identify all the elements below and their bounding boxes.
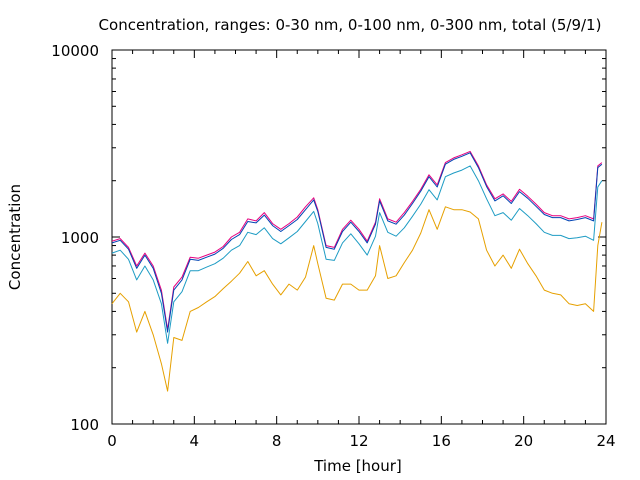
- y-tick-label: 1000: [61, 229, 99, 247]
- x-tick-label: 24: [596, 432, 615, 450]
- series-lines: [111, 150, 603, 392]
- x-tick-label: 8: [272, 432, 282, 450]
- series-line-3: [111, 165, 603, 344]
- x-tick-label: 0: [107, 432, 117, 450]
- y-tick-label: 10000: [51, 42, 99, 60]
- x-axis-label: Time [hour]: [313, 457, 402, 475]
- y-axis-label: Concentration: [6, 184, 24, 290]
- axis-tick-labels: 0 4 8 12 16 20 24 100 1000 10000: [51, 42, 615, 450]
- series-line-2: [111, 152, 603, 333]
- chart-title: Concentration, ranges: 0-30 nm, 0-100 nm…: [99, 16, 602, 34]
- x-tick-label: 20: [514, 432, 533, 450]
- x-tick-label: 4: [190, 432, 200, 450]
- x-tick-label: 12: [349, 432, 368, 450]
- plot-frame: [111, 49, 607, 425]
- series-line-4: [111, 206, 603, 392]
- axis-ticks: [111, 49, 607, 425]
- series-line-1: [111, 150, 603, 330]
- x-tick-label: 16: [432, 432, 451, 450]
- y-tick-label: 100: [70, 416, 99, 434]
